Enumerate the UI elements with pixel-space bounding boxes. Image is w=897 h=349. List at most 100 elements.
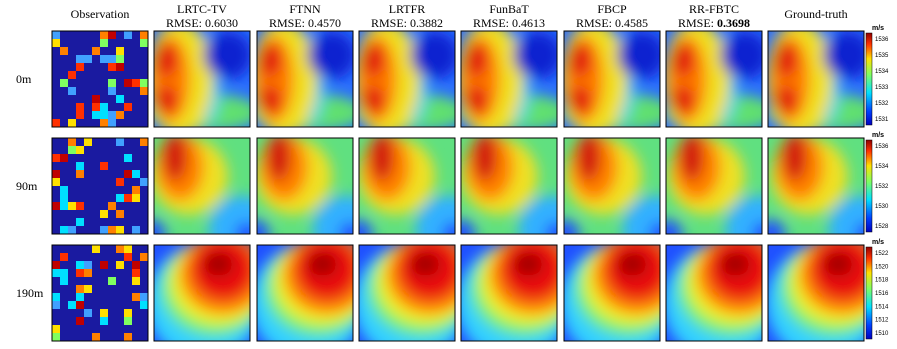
- observed-cell: [68, 87, 76, 95]
- heatmap: [154, 138, 250, 234]
- observed-cell: [52, 301, 60, 309]
- heatmap-blob: [622, 195, 660, 234]
- observed-cell: [68, 138, 76, 146]
- heatmap: [461, 138, 557, 234]
- observed-cell: [124, 154, 132, 162]
- panel-border: [51, 30, 149, 128]
- rmse-label: RMSE:: [269, 16, 305, 30]
- heatmap-field: [666, 31, 762, 127]
- heatmap-field: [564, 138, 660, 234]
- observation-map: [51, 30, 149, 128]
- rmse-label: RMSE:: [371, 16, 407, 30]
- observed-cell: [76, 202, 84, 210]
- heatmap-blob: [370, 138, 394, 182]
- heatmap-field: [564, 245, 660, 341]
- heatmap-blob: [680, 138, 704, 182]
- observed-cell: [68, 226, 76, 234]
- colorbar-tick-label: 1520: [875, 264, 889, 270]
- panel-border: [358, 244, 456, 342]
- heatmap-blob: [163, 138, 187, 182]
- observed-cell: [84, 269, 92, 277]
- observed-cell: [92, 111, 100, 119]
- method-name: LRTC-TV: [177, 2, 227, 16]
- heatmap-blob: [203, 31, 250, 79]
- heatmap-field: [461, 138, 557, 234]
- heatmap: [461, 31, 557, 127]
- panel-border: [358, 30, 456, 128]
- heatmap-blob: [203, 252, 233, 276]
- observed-cell: [52, 178, 60, 186]
- rmse: RMSE: 0.3882: [371, 16, 443, 30]
- panel-border: [460, 30, 558, 128]
- heatmap: [154, 31, 250, 127]
- heatmap-field: [666, 138, 762, 234]
- observed-cell: [124, 103, 132, 111]
- colorbar-tick-label: 1522: [875, 251, 889, 257]
- heatmap-blob: [564, 219, 580, 234]
- heatmap-blob: [773, 42, 797, 78]
- observed-cell: [132, 186, 140, 194]
- colorbar-tick-label: 1530: [875, 204, 889, 210]
- heatmap: [257, 31, 353, 127]
- heatmap-blob: [307, 252, 337, 276]
- heatmap-blob: [617, 252, 647, 276]
- heatmap-field: [461, 31, 557, 127]
- panel-border: [665, 30, 763, 128]
- heatmap: [257, 245, 353, 341]
- heatmap-blob: [518, 195, 557, 234]
- observed-cell: [116, 138, 124, 146]
- observed-cell: [68, 71, 76, 79]
- observed-cell: [84, 309, 92, 317]
- observed-cell: [140, 293, 148, 301]
- column-title: Observation: [71, 7, 130, 21]
- observed-cell: [116, 95, 124, 103]
- observed-cell: [52, 119, 60, 127]
- observed-cell: [124, 253, 132, 261]
- heatmap-blob: [267, 138, 291, 182]
- heatmap-blob: [567, 42, 591, 78]
- heatmap-blob: [513, 31, 557, 79]
- observed-cell: [92, 245, 100, 253]
- observed-cell: [100, 317, 108, 325]
- observed-cell: [52, 325, 60, 333]
- heatmap-field: [154, 138, 250, 234]
- observed-cell: [124, 245, 132, 253]
- colorbar-unit: m/s: [872, 25, 884, 32]
- observed-cell: [116, 178, 124, 186]
- colorbar-unit: m/s: [872, 132, 884, 139]
- heatmap-field: [257, 138, 353, 234]
- observation-map: [51, 244, 149, 342]
- observed-cell: [100, 162, 108, 170]
- observed-cell: [116, 261, 124, 269]
- heatmap-blob: [513, 252, 543, 276]
- heatmap-blob: [725, 195, 762, 234]
- heatmap-blob: [649, 222, 660, 234]
- observed-cell: [76, 162, 84, 170]
- observed-cell: [108, 79, 116, 87]
- colorbar-tick-label: 1535: [875, 53, 889, 59]
- observed-cell: [52, 269, 60, 277]
- heatmap: [461, 245, 557, 341]
- heatmap: [359, 31, 455, 127]
- heatmap-blob: [666, 219, 683, 234]
- observed-cell: [76, 103, 84, 111]
- observed-cell: [116, 245, 124, 253]
- rmse-value: 0.4585: [615, 16, 648, 30]
- observed-cell: [52, 170, 60, 178]
- panel-border: [665, 137, 763, 235]
- observed-cell: [116, 47, 124, 55]
- panel-border: [767, 137, 865, 235]
- observed-cell: [132, 261, 140, 269]
- observed-cell: [76, 317, 84, 325]
- colorbar-tick-label: 1532: [875, 184, 889, 190]
- heatmap: [257, 138, 353, 234]
- heatmap-blob: [752, 222, 762, 234]
- panel-border: [358, 137, 456, 235]
- observed-cell: [124, 31, 132, 39]
- method-name: FBCP: [597, 2, 627, 16]
- observed-cell: [132, 194, 140, 202]
- colorbar-tick-label: 1512: [875, 318, 889, 324]
- heatmap-field: [257, 31, 353, 127]
- observed-cell: [140, 79, 148, 87]
- observed-cell: [108, 277, 116, 285]
